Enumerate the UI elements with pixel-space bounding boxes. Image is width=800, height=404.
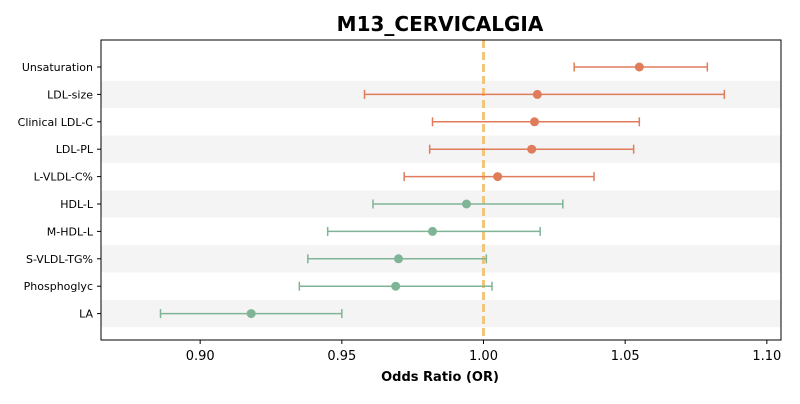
or-point <box>634 62 644 72</box>
x-tick-label: 0.90 <box>186 349 215 364</box>
x-tick-label: 1.00 <box>469 349 498 364</box>
or-point <box>428 226 437 236</box>
or-point <box>394 254 403 264</box>
or-point <box>527 144 537 154</box>
category-label: L-VLDL-C% <box>34 171 93 184</box>
category-label: M-HDL-L <box>47 225 94 238</box>
category-label: HDL-L <box>60 198 94 211</box>
category-label: LA <box>79 308 93 321</box>
or-point <box>532 89 542 99</box>
category-label: Unsaturation <box>22 61 93 74</box>
or-point <box>493 172 503 182</box>
or-point <box>391 281 401 291</box>
x-tick-label: 1.05 <box>611 349 640 364</box>
category-label: Phosphoglyc <box>24 280 93 293</box>
chart-title: M13_CERVICALGIA <box>337 12 544 36</box>
y-axis: Unsaturation LDL-size Clinical LDL-C LDL-PL… <box>18 61 101 321</box>
x-axis: 0.90 0.95 1.00 1.05 1.10 <box>186 340 781 364</box>
category-label: S-VLDL-TG% <box>26 253 93 266</box>
category-label: Clinical LDL-C <box>18 116 94 129</box>
data-marks <box>159 62 726 319</box>
x-axis-label: Odds Ratio (OR) <box>381 370 499 385</box>
plot-frame <box>100 39 782 341</box>
or-point <box>530 117 539 127</box>
category-label: LDL-PL <box>56 143 94 156</box>
x-tick-label: 1.10 <box>752 349 781 364</box>
or-point <box>462 199 471 209</box>
or-point <box>246 309 256 319</box>
category-label: LDL-size <box>47 88 93 101</box>
x-tick-label: 0.95 <box>327 349 356 364</box>
